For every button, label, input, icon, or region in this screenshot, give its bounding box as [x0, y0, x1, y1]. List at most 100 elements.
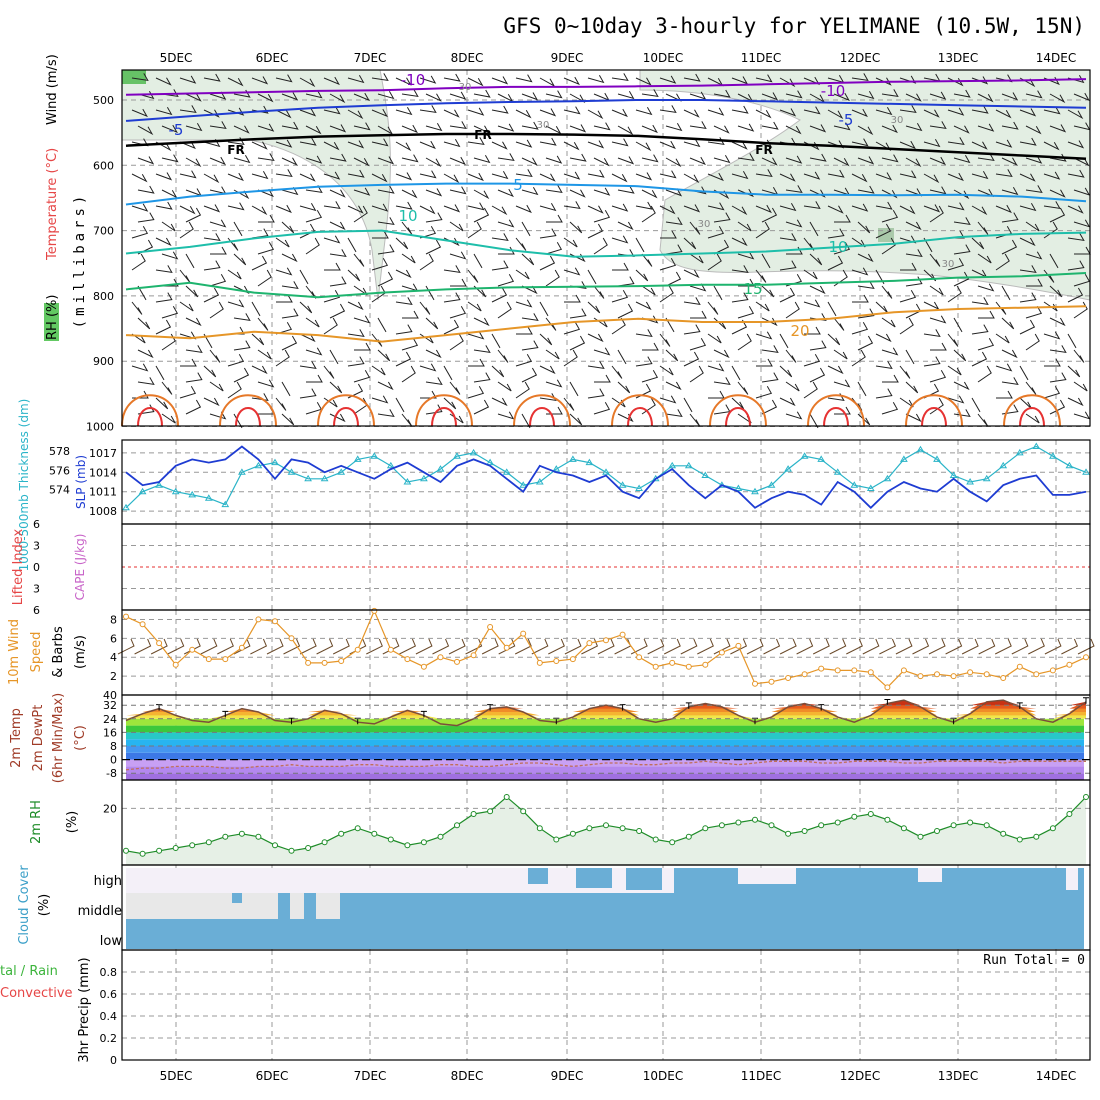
wind-barb: [563, 322, 581, 335]
wind-barb: [785, 185, 803, 194]
wind-barb: [382, 638, 400, 655]
wind-barb: [347, 301, 364, 311]
wind-barb: [881, 402, 899, 415]
thickness-marker: [486, 458, 494, 466]
wind-barb: [730, 638, 748, 655]
wind-barb: [755, 269, 767, 283]
wind-speed-marker: [934, 671, 940, 678]
wind-barb: [905, 381, 919, 394]
wind-barb: [1067, 333, 1077, 349]
date-label-bottom: 6DEC: [256, 1069, 289, 1083]
wind-barb: [641, 89, 659, 98]
wind-barb: [809, 189, 826, 198]
wind-barb: [377, 185, 395, 194]
wind-barb: [923, 356, 941, 367]
ylabel-cloud-cover: Cloud Cover: [17, 865, 32, 945]
wind-barb: [516, 326, 533, 335]
wind-barb: [395, 297, 413, 306]
contour-label: 30: [891, 115, 904, 126]
wind-barb: [737, 153, 755, 162]
wind-barb: [665, 271, 682, 287]
wind-barb: [995, 204, 1012, 214]
wind-barb: [1044, 638, 1062, 655]
date-label-top: 11DEC: [741, 51, 781, 65]
wind-barb: [611, 290, 629, 303]
thickness-marker: [370, 452, 379, 459]
wind-barb: [545, 269, 560, 287]
wind-barb: [995, 169, 1013, 178]
wind-barb: [251, 205, 268, 216]
wind-barb: [323, 76, 340, 86]
wind-barb: [995, 363, 1013, 372]
wind-barb: [683, 139, 701, 148]
y-tick-label: 500: [93, 94, 114, 107]
wind-barb: [665, 157, 682, 168]
wind-barb: [443, 73, 461, 82]
wind-barb: [947, 172, 964, 182]
wind-barb: [155, 77, 172, 86]
wind-barb: [545, 185, 563, 194]
wind-barb: [203, 365, 217, 378]
wind-barb: [233, 125, 250, 134]
wind-barb: [563, 141, 580, 151]
contour-30: [529, 407, 555, 427]
wind-barb: [785, 411, 803, 420]
wind-barb: [179, 205, 196, 215]
wind-barb: [203, 333, 213, 349]
wind-barb: [353, 92, 370, 102]
wind-barb: [597, 638, 615, 655]
wind-barb: [131, 73, 149, 82]
thickness-marker: [122, 503, 130, 511]
wind-speed-marker: [536, 659, 543, 666]
rh-marker: [520, 808, 527, 815]
wind-barb: [1067, 260, 1085, 271]
wind-barb: [377, 317, 387, 333]
rh-marker: [288, 847, 295, 854]
cape-ylabels: Lifted Index: [11, 528, 26, 605]
wind-barb: [905, 221, 922, 231]
wind-barb: [1028, 638, 1045, 655]
thickness-marker: [585, 458, 594, 466]
wind-barb: [611, 365, 623, 379]
wind-barb: [203, 397, 220, 407]
wind-barb: [875, 388, 893, 399]
wind-barb: [1001, 157, 1018, 166]
wind-barb: [659, 170, 677, 179]
wind-barb: [467, 107, 485, 116]
wind-barb: [899, 205, 916, 215]
wind-barb: [1019, 292, 1037, 303]
wind-barb: [761, 372, 779, 383]
wind-barb: [731, 365, 741, 381]
wind-barb: [755, 221, 770, 239]
wind-barb: [329, 303, 346, 319]
wind-speed-marker: [553, 658, 560, 664]
wind-barb: [155, 365, 165, 381]
wind-barb: [371, 395, 389, 404]
rh-marker: [404, 842, 411, 849]
y-tick-label: 3: [33, 540, 40, 553]
wind-barb: [539, 137, 557, 146]
wind-barb: [977, 338, 995, 351]
wind-barb: [947, 365, 962, 376]
wind-barb: [371, 258, 389, 271]
rh-legend-swatch: [44, 303, 59, 341]
thickness-marker: [999, 461, 1008, 469]
rh-region: [639, 69, 1091, 301]
wind-barb: [785, 301, 800, 319]
wind-barb: [395, 397, 405, 413]
contour-30: [235, 407, 261, 427]
wind-barb: [443, 319, 460, 335]
series-2m-dewpoint: [125, 760, 1086, 771]
wind-barb: [1049, 153, 1067, 162]
wind-barb: [796, 638, 814, 655]
wind-barb: [683, 297, 701, 306]
date-label-bottom: 5DEC: [160, 1069, 193, 1083]
wind-barb: [521, 285, 538, 295]
wind-barb: [1073, 274, 1091, 287]
thickness-marker: [469, 448, 478, 456]
wind-barb: [347, 205, 364, 214]
wind-barb: [809, 153, 827, 162]
middle-cloud-fill: [232, 893, 242, 903]
wind-barb: [617, 91, 635, 100]
wind-barb: [305, 155, 323, 164]
